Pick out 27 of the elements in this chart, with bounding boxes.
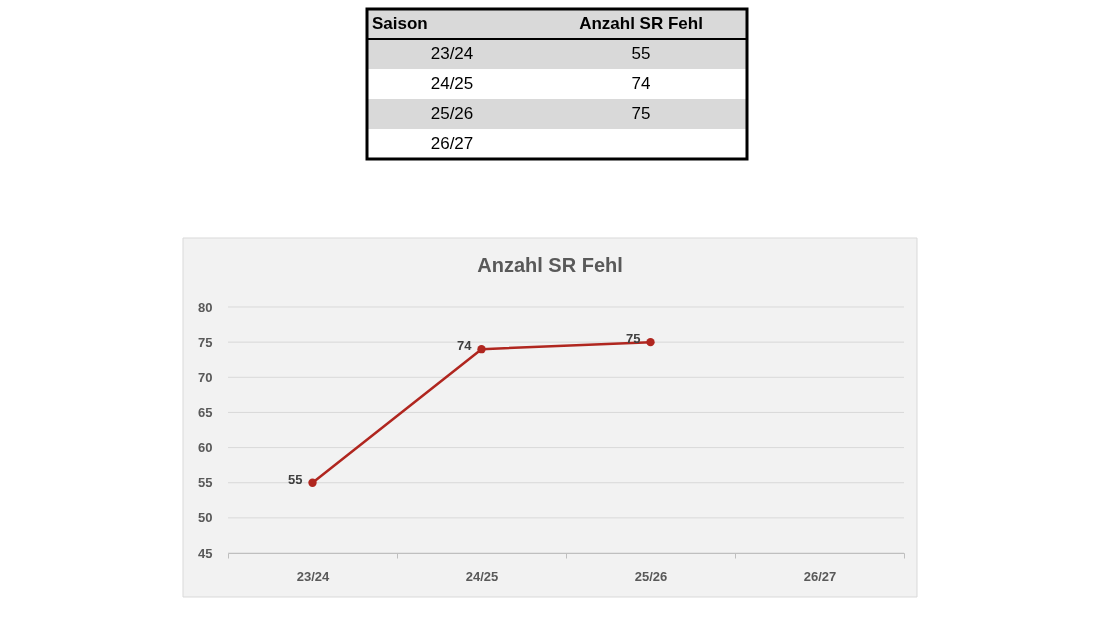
category-label: 24/25 bbox=[430, 74, 474, 93]
category-label: 25/26 bbox=[430, 104, 474, 123]
point bbox=[646, 337, 655, 347]
category-label: 23/24 bbox=[430, 44, 474, 63]
x-tick-label: 25/26 bbox=[634, 568, 668, 584]
point bbox=[308, 478, 317, 487]
text: Saison bbox=[372, 14, 428, 33]
y-tick-label: 50 bbox=[198, 510, 213, 526]
data-label: 55 bbox=[288, 471, 303, 487]
x-tick-label: 24/25 bbox=[465, 568, 499, 584]
point bbox=[477, 345, 486, 354]
y-tick-label: 55 bbox=[198, 475, 213, 491]
y-tick-label: 80 bbox=[198, 299, 213, 315]
y-tick-label: 65 bbox=[198, 404, 213, 420]
y-tick-label: 60 bbox=[198, 440, 213, 456]
chart-title: Anzahl SR Fehl bbox=[477, 253, 623, 276]
data-label: 55 bbox=[631, 44, 651, 63]
x-tick-label: 23/24 bbox=[296, 568, 331, 584]
data-label: 74 bbox=[457, 338, 473, 354]
y-tick-label: 45 bbox=[198, 545, 213, 561]
data-label: 75 bbox=[631, 104, 651, 123]
y-tick-label: 70 bbox=[198, 369, 213, 385]
category-label: 26/27 bbox=[430, 134, 474, 153]
x-tick-label: 26/27 bbox=[803, 568, 837, 584]
data-label: 74 bbox=[631, 74, 651, 93]
text: Anzahl SR Fehl bbox=[579, 14, 703, 33]
y-tick-label: 75 bbox=[198, 334, 213, 350]
